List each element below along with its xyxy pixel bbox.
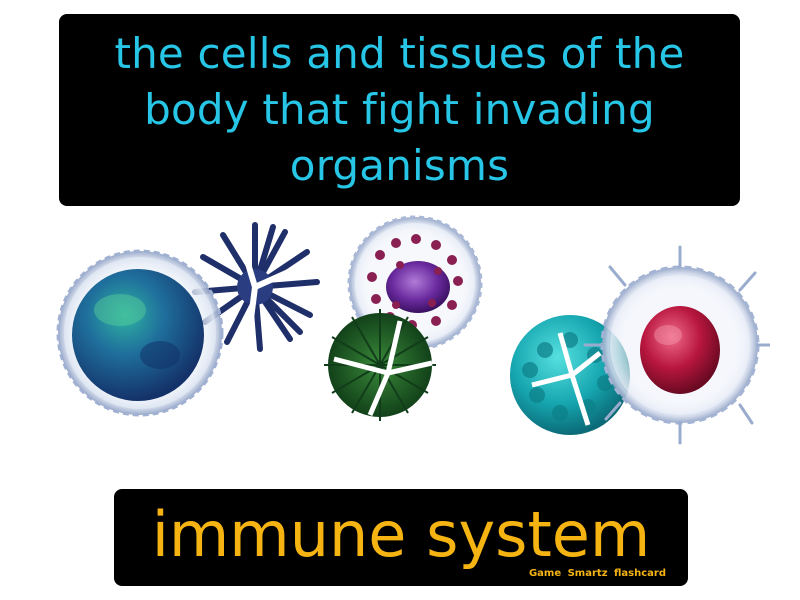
spiky-virus-left — [192, 222, 320, 352]
immune-cells-illustration — [56, 215, 770, 445]
definition-text: the cells and tissues of the body that f… — [114, 29, 685, 190]
spiky-virus-middle — [324, 309, 436, 421]
term-text: immune system — [151, 498, 651, 571]
term-panel: immune system Game Smartz flashcard — [114, 489, 688, 586]
lymphocyte-cell-left — [56, 249, 224, 417]
definition-panel: the cells and tissues of the body that f… — [59, 14, 740, 206]
macrophage-cell-right — [583, 245, 770, 445]
brand-label: Game Smartz flashcard — [528, 568, 666, 579]
